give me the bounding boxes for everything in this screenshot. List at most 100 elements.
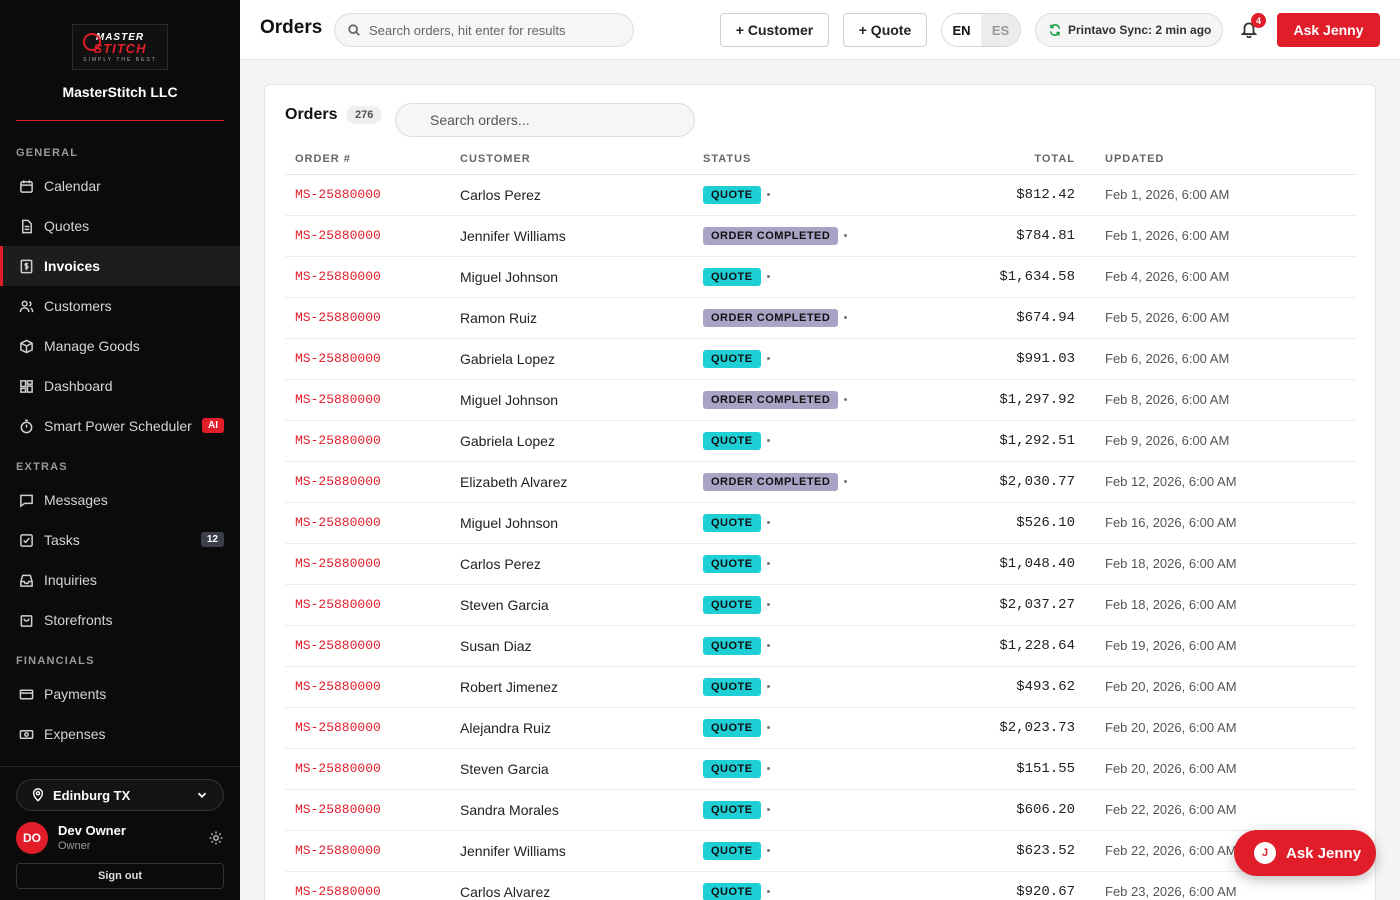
column-header-updated[interactable]: UPDATED [1095, 145, 1356, 175]
status-badge[interactable]: QUOTE [703, 719, 761, 737]
location-selector[interactable]: Edinburg TX [16, 779, 224, 811]
status-badge[interactable]: ORDER COMPLETED [703, 473, 839, 491]
table-row[interactable]: MS-25880000 Miguel Johnson QUOTE $526.10 Feb… [285, 502, 1356, 544]
updated-timestamp: Feb 22, 2026, 6:00 AM [1095, 789, 1356, 831]
add-customer-button[interactable]: + Customer [720, 13, 829, 47]
order-number-link[interactable]: MS-25880000 [285, 215, 450, 257]
org-name: MasterStitch LLC [62, 84, 178, 100]
status-badge[interactable]: QUOTE [703, 350, 761, 368]
order-number-link[interactable]: MS-25880000 [285, 256, 450, 298]
company-logo[interactable]: MASTER STITCH SIMPLY THE BEST [72, 24, 168, 70]
table-row[interactable]: MS-25880000 Jennifer Williams QUOTE $623.52… [285, 830, 1356, 872]
sidebar-item-payments[interactable]: Payments [0, 674, 240, 714]
table-row[interactable]: MS-25880000 Gabriela Lopez QUOTE $991.03 Feb… [285, 338, 1356, 380]
status-badge[interactable]: QUOTE [703, 555, 761, 573]
status-badge[interactable]: QUOTE [703, 432, 761, 450]
sidebar-item-storefronts[interactable]: Storefronts [0, 600, 240, 640]
sidebar-item-customers[interactable]: Customers [0, 286, 240, 326]
status-dot-icon [766, 643, 770, 647]
table-row[interactable]: MS-25880000 Sandra Morales QUOTE $606.20 Feb… [285, 789, 1356, 831]
global-search[interactable] [334, 13, 634, 47]
orders-search-input[interactable] [430, 112, 680, 128]
table-row[interactable]: MS-25880000 Carlos Perez QUOTE $812.42 Feb 1… [285, 174, 1356, 216]
sidebar-item-calendar[interactable]: Calendar [0, 166, 240, 206]
global-search-input[interactable] [369, 22, 619, 38]
order-number-link[interactable]: MS-25880000 [285, 420, 450, 462]
status-badge[interactable]: QUOTE [703, 268, 761, 286]
status-badge[interactable]: QUOTE [703, 760, 761, 778]
order-number-link[interactable]: MS-25880000 [285, 174, 450, 216]
table-row[interactable]: MS-25880000 Elizabeth Alvarez ORDER COMPLE… [285, 461, 1356, 503]
sidebar-item-quotes[interactable]: Quotes [0, 206, 240, 246]
order-number-link[interactable]: MS-25880000 [285, 625, 450, 667]
status-badge[interactable]: ORDER COMPLETED [703, 309, 839, 327]
order-number-link[interactable]: MS-25880000 [285, 379, 450, 421]
sidebar-item-manage-goods[interactable]: Manage Goods [0, 326, 240, 366]
table-row[interactable]: MS-25880000 Miguel Johnson ORDER COMPLETED… [285, 379, 1356, 421]
lang-en-option[interactable]: EN [942, 14, 981, 46]
status-badge[interactable]: QUOTE [703, 801, 761, 819]
status-badge[interactable]: QUOTE [703, 596, 761, 614]
orders-search[interactable] [395, 103, 695, 137]
status-badge[interactable]: ORDER COMPLETED [703, 227, 839, 245]
sidebar-item-dashboard[interactable]: Dashboard [0, 366, 240, 406]
table-row[interactable]: MS-25880000 Jennifer Williams ORDER COMPLE… [285, 215, 1356, 257]
status-badge[interactable]: QUOTE [703, 637, 761, 655]
table-row[interactable]: MS-25880000 Robert Jimenez QUOTE $493.62 Feb… [285, 666, 1356, 708]
table-row[interactable]: MS-25880000 Susan Diaz QUOTE $1,228.64 Feb 1… [285, 625, 1356, 667]
order-number-link[interactable]: MS-25880000 [285, 666, 450, 708]
table-row[interactable]: MS-25880000 Steven Garcia QUOTE $2,037.27 Fe… [285, 584, 1356, 626]
table-row[interactable]: MS-25880000 Steven Garcia QUOTE $151.55 Feb … [285, 748, 1356, 790]
order-number-link[interactable]: MS-25880000 [285, 338, 450, 380]
order-number-link[interactable]: MS-25880000 [285, 707, 450, 749]
status-badge[interactable]: QUOTE [703, 186, 761, 204]
sidebar-item-label: Dashboard [44, 378, 113, 394]
order-number-link[interactable]: MS-25880000 [285, 748, 450, 790]
order-number-link[interactable]: MS-25880000 [285, 871, 450, 900]
column-header-total[interactable]: TOTAL [963, 145, 1095, 175]
avatar[interactable]: DO [16, 822, 48, 854]
status-badge[interactable]: ORDER COMPLETED [703, 391, 839, 409]
column-header-status[interactable]: STATUS [693, 145, 963, 175]
logo-tagline: SIMPLY THE BEST [83, 56, 157, 63]
table-row[interactable]: MS-25880000 Carlos Alvarez QUOTE $920.67 Feb… [285, 871, 1356, 900]
status-badge[interactable]: QUOTE [703, 678, 761, 696]
table-row[interactable]: MS-25880000 Alejandra Ruiz QUOTE $2,023.73 F… [285, 707, 1356, 749]
sidebar-item-smart-power-scheduler[interactable]: Smart Power Scheduler AI [0, 406, 240, 446]
table-row[interactable]: MS-25880000 Miguel Johnson QUOTE $1,634.58 F… [285, 256, 1356, 298]
status-dot-icon [766, 889, 770, 893]
sign-out-button[interactable]: Sign out [16, 863, 224, 889]
lang-es-option[interactable]: ES [981, 14, 1020, 46]
ask-jenny-floating-button[interactable]: J Ask Jenny [1234, 830, 1376, 876]
status-badge[interactable]: QUOTE [703, 842, 761, 860]
order-number-link[interactable]: MS-25880000 [285, 502, 450, 544]
column-header-customer[interactable]: CUSTOMER [450, 145, 693, 175]
status-dot-icon [844, 233, 848, 237]
order-number-link[interactable]: MS-25880000 [285, 461, 450, 503]
status-dot-icon [766, 602, 770, 606]
table-row[interactable]: MS-25880000 Carlos Perez QUOTE $1,048.40 Feb… [285, 543, 1356, 585]
section-label-general: GENERAL [16, 147, 79, 159]
status-dot-icon [766, 848, 770, 852]
order-number-link[interactable]: MS-25880000 [285, 830, 450, 872]
sync-status[interactable]: Printavo Sync: 2 min ago [1035, 13, 1223, 47]
table-row[interactable]: MS-25880000 Ramon Ruiz ORDER COMPLETED $674… [285, 297, 1356, 339]
status-badge[interactable]: QUOTE [703, 883, 761, 900]
table-row[interactable]: MS-25880000 Gabriela Lopez QUOTE $1,292.51 F… [285, 420, 1356, 462]
order-number-link[interactable]: MS-25880000 [285, 543, 450, 585]
status-cell: ORDER COMPLETED [693, 215, 963, 257]
sidebar-item-messages[interactable]: Messages [0, 480, 240, 520]
sidebar-item-invoices[interactable]: Invoices [0, 246, 240, 286]
order-number-link[interactable]: MS-25880000 [285, 297, 450, 339]
sidebar-item-tasks[interactable]: Tasks 12 [0, 520, 240, 560]
ask-jenny-button[interactable]: Ask Jenny [1277, 13, 1380, 47]
logo-line-2: STITCH [93, 40, 147, 56]
order-number-link[interactable]: MS-25880000 [285, 789, 450, 831]
add-quote-button[interactable]: + Quote [843, 13, 927, 47]
status-badge[interactable]: QUOTE [703, 514, 761, 532]
order-number-link[interactable]: MS-25880000 [285, 584, 450, 626]
sidebar-item-expenses[interactable]: Expenses [0, 714, 240, 754]
sidebar-item-inquiries[interactable]: Inquiries [0, 560, 240, 600]
column-header-order[interactable]: ORDER # [285, 145, 450, 175]
gear-icon[interactable] [208, 830, 224, 846]
